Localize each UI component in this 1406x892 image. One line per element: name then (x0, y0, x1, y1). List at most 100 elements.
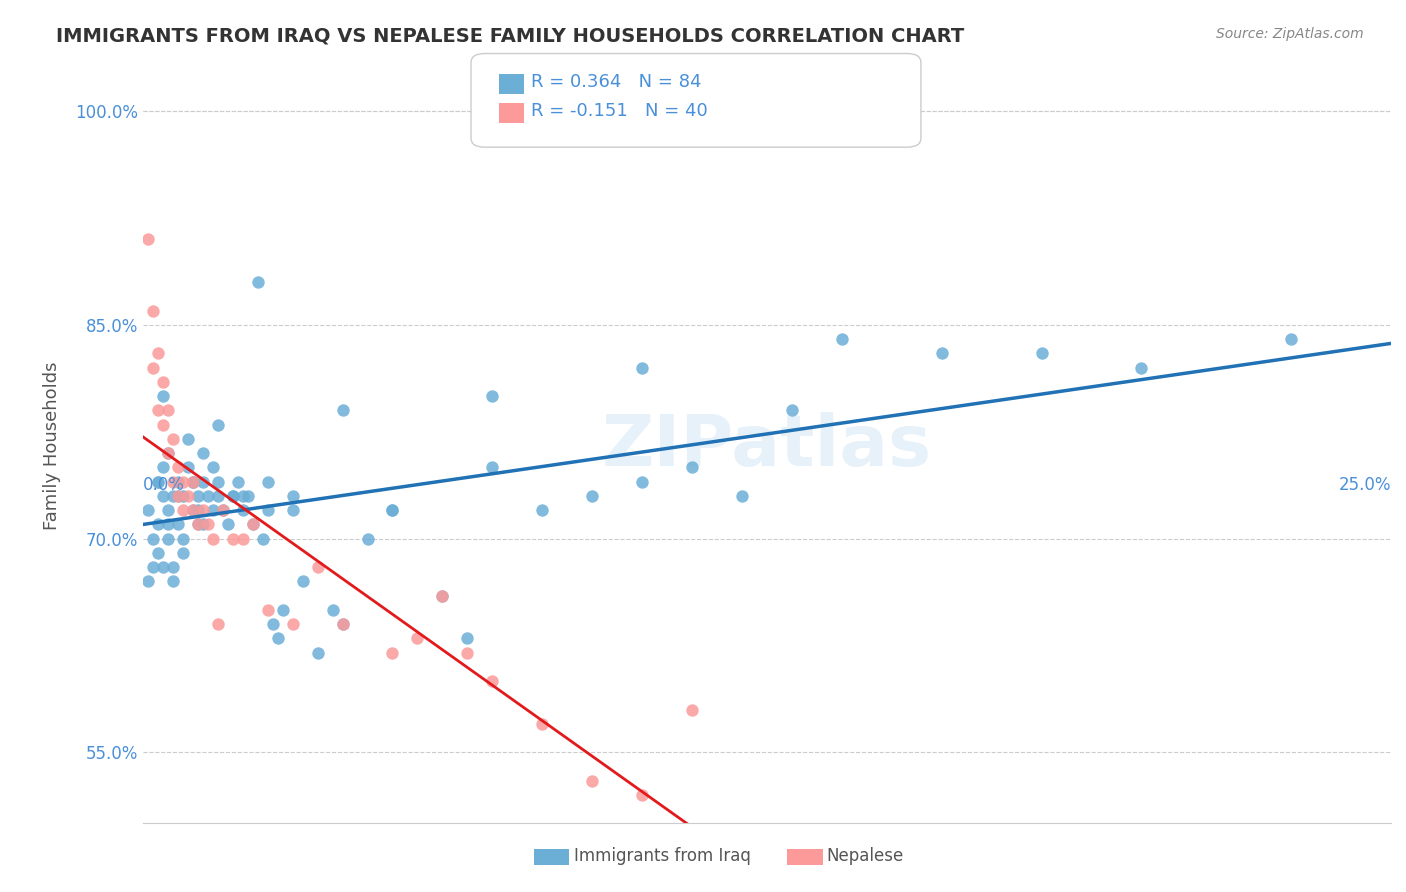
Point (232, 532, 254, 546)
Point (631, 788, 654, 802)
Point (332, 617, 354, 632)
Point (256, 503, 278, 517)
Point (681, 702, 703, 716)
Text: 25.0%: 25.0% (1339, 476, 1391, 494)
Point (332, 617, 354, 632)
Point (246, 275, 269, 289)
Point (187, 503, 209, 517)
Point (191, 517, 214, 532)
Point (156, 446, 179, 460)
Text: IMMIGRANTS FROM IRAQ VS NEPALESE FAMILY HOUSEHOLDS CORRELATION CHART: IMMIGRANTS FROM IRAQ VS NEPALESE FAMILY … (56, 27, 965, 45)
Text: Immigrants from Iraq: Immigrants from Iraq (574, 847, 751, 865)
Text: R = 0.364   N = 84: R = 0.364 N = 84 (531, 73, 702, 91)
Point (307, 646, 329, 660)
Point (481, 389, 503, 403)
Point (201, 460, 224, 475)
Point (172, 546, 194, 560)
Point (381, 503, 404, 517)
Point (242, 517, 264, 532)
Point (142, 560, 165, 574)
Point (146, 546, 169, 560)
Point (156, 403, 179, 417)
Point (211, 503, 233, 517)
Point (242, 517, 264, 532)
Point (831, 332, 853, 346)
Text: 0.0%: 0.0% (143, 476, 184, 494)
Point (681, 460, 703, 475)
Point (162, 574, 184, 589)
Point (780, 403, 803, 417)
Point (271, 603, 294, 617)
Point (191, 446, 214, 460)
Point (222, 489, 245, 503)
Point (281, 617, 304, 632)
Point (307, 560, 329, 574)
Point (177, 432, 200, 446)
Point (187, 517, 209, 532)
Text: Nepalese: Nepalese (827, 847, 904, 865)
Point (136, 574, 159, 589)
Point (481, 460, 503, 475)
Point (156, 532, 179, 546)
Point (156, 446, 179, 460)
Point (177, 460, 200, 475)
Point (166, 460, 188, 475)
Point (177, 489, 200, 503)
Point (1130, 360, 1153, 375)
Point (222, 532, 245, 546)
Point (232, 489, 254, 503)
Point (406, 632, 429, 646)
Point (356, 532, 378, 546)
Point (207, 489, 229, 503)
Point (281, 489, 304, 503)
Point (381, 503, 404, 517)
Point (172, 503, 194, 517)
Point (381, 646, 404, 660)
Point (252, 532, 274, 546)
Point (211, 503, 233, 517)
Point (197, 517, 219, 532)
Point (166, 517, 188, 532)
Point (146, 403, 169, 417)
Point (181, 503, 204, 517)
Point (136, 503, 159, 517)
Point (456, 632, 478, 646)
Point (226, 475, 249, 489)
Point (166, 489, 188, 503)
Point (172, 475, 194, 489)
Point (207, 617, 229, 632)
Point (152, 375, 174, 389)
Point (217, 517, 239, 532)
Point (531, 716, 554, 731)
Point (322, 603, 344, 617)
Point (197, 489, 219, 503)
Point (152, 417, 174, 432)
Point (256, 603, 278, 617)
Point (201, 503, 224, 517)
Point (191, 503, 214, 517)
Point (187, 517, 209, 532)
Point (207, 475, 229, 489)
Point (146, 475, 169, 489)
Point (456, 646, 478, 660)
Point (187, 489, 209, 503)
Point (266, 632, 288, 646)
Point (631, 475, 654, 489)
Point (172, 532, 194, 546)
Point (531, 503, 554, 517)
Point (162, 560, 184, 574)
Point (142, 360, 165, 375)
Point (181, 475, 204, 489)
Point (181, 475, 204, 489)
Point (291, 574, 314, 589)
Point (162, 489, 184, 503)
Text: Source: ZipAtlas.com: Source: ZipAtlas.com (1216, 27, 1364, 41)
Point (162, 432, 184, 446)
Point (581, 773, 603, 788)
Point (136, 232, 159, 246)
Text: ZIPatlas: ZIPatlas (602, 411, 932, 481)
Point (152, 560, 174, 574)
Point (256, 475, 278, 489)
Point (581, 489, 603, 503)
Point (162, 475, 184, 489)
